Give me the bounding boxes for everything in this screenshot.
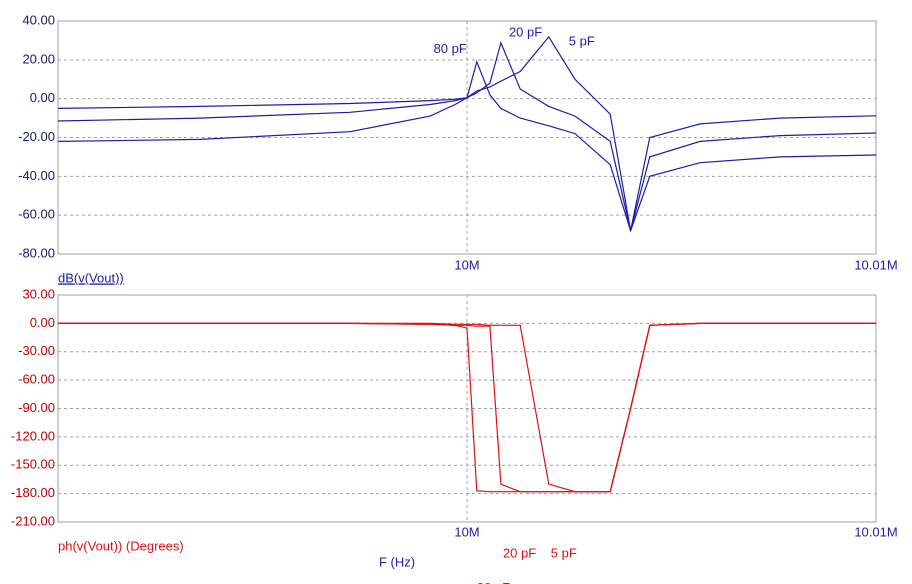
x-tick-label: 10M	[454, 257, 479, 272]
plot-frame	[57, 294, 877, 523]
series-line	[57, 59, 877, 233]
series-line	[57, 35, 877, 231]
y-axis-label: ph(v(Vout)) (Degrees)	[58, 538, 184, 553]
series-label: 80 pF	[434, 41, 467, 56]
y-tick-label: -80.00	[18, 245, 55, 260]
series-label: 20 pF	[503, 546, 536, 561]
y-tick-label: -20.00	[18, 129, 55, 144]
series-label: 80 pF	[477, 580, 510, 584]
y-tick-label: -150.00	[11, 457, 55, 472]
series-label: 5 pF	[551, 546, 577, 561]
plot-frame	[57, 20, 877, 255]
series-label: 20 pF	[509, 24, 542, 39]
y-tick-label: -180.00	[11, 485, 55, 500]
series-line	[58, 322, 876, 493]
x-axis-label: F (Hz)	[379, 554, 415, 569]
x-tick-label: 10.01M	[854, 257, 897, 272]
y-tick-label: 30.00	[22, 286, 55, 301]
x-tick-label: 10.01M	[854, 524, 897, 539]
y-tick-label: -90.00	[18, 400, 55, 415]
y-tick-label: -30.00	[18, 343, 55, 358]
y-tick-label: -120.00	[11, 428, 55, 443]
y-tick-label: -210.00	[11, 513, 55, 528]
y-tick-label: 40.00	[22, 12, 55, 27]
y-tick-label: 20.00	[22, 51, 55, 66]
x-tick-label: 10M	[454, 524, 479, 539]
series-line	[58, 322, 876, 493]
series-label: 5 pF	[569, 33, 595, 48]
y-tick-label: 0.00	[30, 90, 55, 105]
y-axis-label: dB(v(Vout))	[58, 270, 124, 285]
y-tick-label: -60.00	[18, 372, 55, 387]
series-line	[57, 41, 877, 231]
y-tick-label: 0.00	[30, 315, 55, 330]
y-tick-label: -40.00	[18, 168, 55, 183]
series-line	[58, 322, 876, 493]
y-tick-label: -60.00	[18, 207, 55, 222]
